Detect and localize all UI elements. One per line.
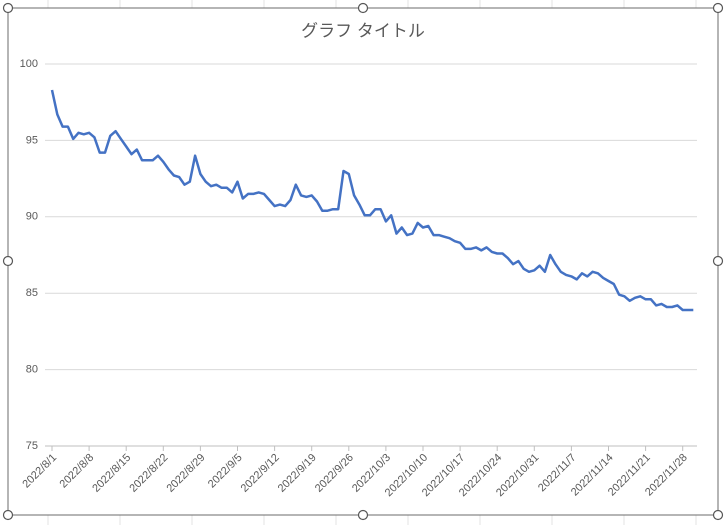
y-tick-label: 85 [26, 287, 38, 299]
y-tick-label: 100 [20, 58, 38, 70]
y-tick-label: 95 [26, 134, 38, 146]
y-tick-label: 80 [26, 364, 38, 376]
y-tick-label: 90 [26, 211, 38, 223]
chart-area[interactable] [7, 7, 719, 516]
data-line [50, 89, 694, 312]
y-tick-label: 75 [26, 440, 38, 452]
chart-title: グラフ タイトル [301, 21, 425, 40]
